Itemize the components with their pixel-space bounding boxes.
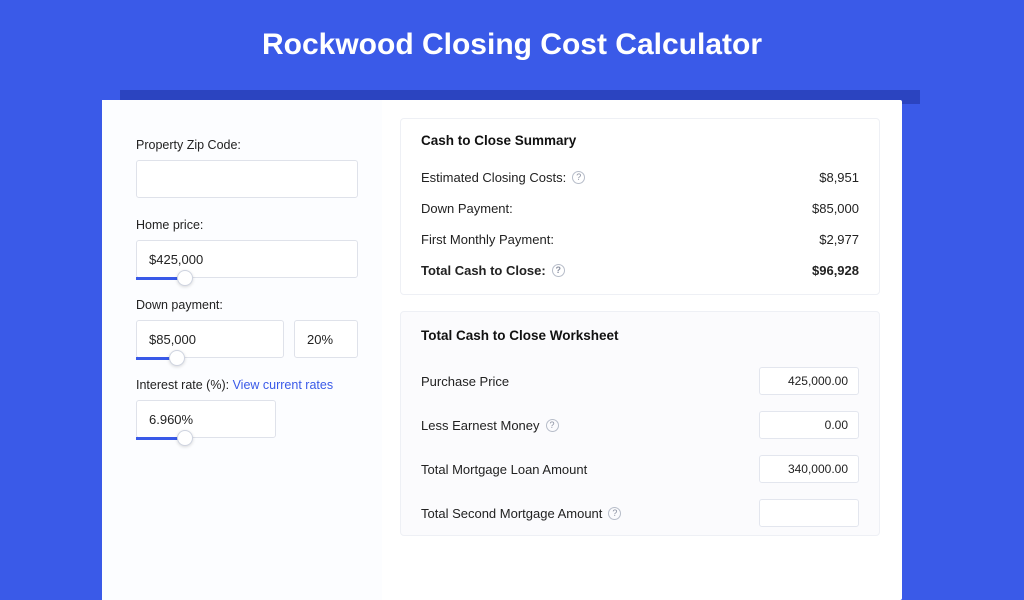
- summary-row-label: Down Payment:: [421, 201, 513, 216]
- home-price-input[interactable]: [136, 240, 358, 278]
- interest-rate-input[interactable]: [136, 400, 276, 438]
- zip-field: Property Zip Code:: [136, 138, 358, 198]
- worksheet-row-label: Purchase Price: [421, 374, 509, 389]
- summary-row-value: $85,000: [812, 201, 859, 216]
- interest-rate-slider-thumb[interactable]: [177, 430, 193, 446]
- interest-rate-field: Interest rate (%): View current rates: [136, 378, 358, 438]
- zip-label: Property Zip Code:: [136, 138, 358, 152]
- home-price-field: Home price:: [136, 218, 358, 278]
- worksheet-row: Purchase Price: [421, 359, 859, 403]
- summary-box: Cash to Close Summary Estimated Closing …: [400, 118, 880, 295]
- summary-row: First Monthly Payment: $2,977: [421, 224, 859, 255]
- page-title: Rockwood Closing Cost Calculator: [0, 0, 1024, 80]
- worksheet-row: Total Second Mortgage Amount?: [421, 491, 859, 535]
- summary-row-value: $96,928: [812, 263, 859, 278]
- view-rates-link[interactable]: View current rates: [233, 378, 334, 392]
- down-payment-input[interactable]: [136, 320, 284, 358]
- summary-row-value: $2,977: [819, 232, 859, 247]
- summary-row-label: Total Cash to Close:?: [421, 263, 565, 278]
- summary-row: Estimated Closing Costs:? $8,951: [421, 162, 859, 193]
- worksheet-box: Total Cash to Close Worksheet Purchase P…: [400, 311, 880, 536]
- home-price-label: Home price:: [136, 218, 358, 232]
- worksheet-title: Total Cash to Close Worksheet: [421, 328, 859, 343]
- interest-rate-label-text: Interest rate (%):: [136, 378, 233, 392]
- worksheet-row-input[interactable]: [759, 499, 859, 527]
- worksheet-row: Less Earnest Money?: [421, 403, 859, 447]
- calculator-card: Property Zip Code: Home price: Down paym…: [102, 100, 902, 600]
- home-price-slider-thumb[interactable]: [177, 270, 193, 286]
- summary-title: Cash to Close Summary: [421, 133, 859, 148]
- summary-row: Down Payment: $85,000: [421, 193, 859, 224]
- down-payment-label: Down payment:: [136, 298, 358, 312]
- worksheet-row-label: Total Second Mortgage Amount?: [421, 506, 621, 521]
- worksheet-row: Total Mortgage Loan Amount: [421, 447, 859, 491]
- down-payment-slider-thumb[interactable]: [169, 350, 185, 366]
- inputs-panel: Property Zip Code: Home price: Down paym…: [102, 100, 382, 600]
- help-icon[interactable]: ?: [608, 507, 621, 520]
- help-icon[interactable]: ?: [546, 419, 559, 432]
- summary-row-label: Estimated Closing Costs:?: [421, 170, 585, 185]
- summary-row-value: $8,951: [819, 170, 859, 185]
- worksheet-row-input[interactable]: [759, 455, 859, 483]
- results-panel: Cash to Close Summary Estimated Closing …: [382, 100, 902, 600]
- worksheet-row-input[interactable]: [759, 411, 859, 439]
- zip-input[interactable]: [136, 160, 358, 198]
- down-payment-field: Down payment:: [136, 298, 358, 358]
- worksheet-row-label: Less Earnest Money?: [421, 418, 559, 433]
- worksheet-row-input[interactable]: [759, 367, 859, 395]
- summary-row-label: First Monthly Payment:: [421, 232, 554, 247]
- interest-rate-label: Interest rate (%): View current rates: [136, 378, 358, 392]
- help-icon[interactable]: ?: [572, 171, 585, 184]
- help-icon[interactable]: ?: [552, 264, 565, 277]
- summary-row: Total Cash to Close:? $96,928: [421, 255, 859, 286]
- worksheet-row-label: Total Mortgage Loan Amount: [421, 462, 587, 477]
- down-payment-pct-input[interactable]: [294, 320, 358, 358]
